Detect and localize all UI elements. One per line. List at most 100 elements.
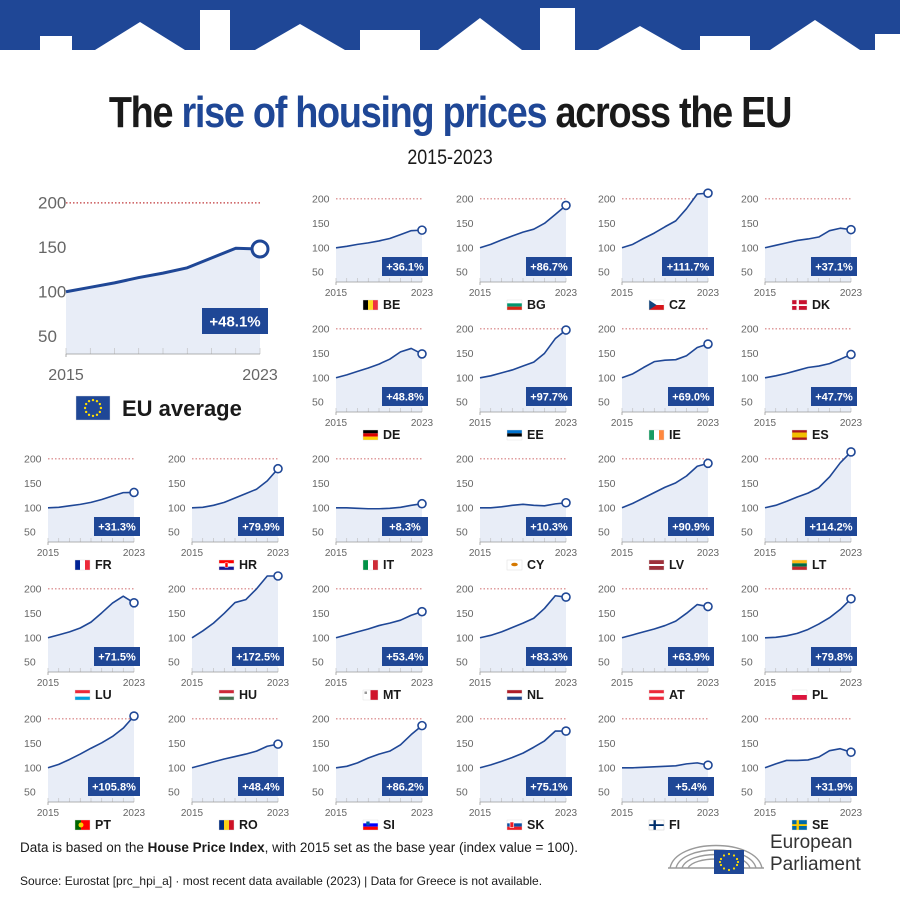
- growth-label: +86.7%: [530, 262, 568, 274]
- growth-label: +79.9%: [242, 522, 280, 534]
- house-silhouette: [0, 8, 900, 80]
- series-line: [47, 715, 135, 769]
- chart-be: 50 100 150 200 2015 2023 +36.1% BE: [312, 193, 434, 312]
- country-label: PL: [812, 688, 828, 702]
- y-tick-label: 100: [456, 762, 474, 774]
- y-tick-label: 200: [24, 583, 42, 595]
- growth-badge: [526, 647, 572, 666]
- y-tick-label: 100: [312, 372, 330, 384]
- end-point: [129, 711, 139, 721]
- page-subtitle: 2015-2023: [407, 146, 493, 169]
- x-tick-label: 2015: [37, 808, 60, 819]
- x-tick-label: 2023: [840, 808, 863, 819]
- country-label: CZ: [669, 298, 686, 312]
- y-tick-label: 100: [598, 242, 616, 254]
- chart-hu: 50 100 150 200 2015 2023 +172.5% HU: [168, 571, 290, 702]
- country-label: BE: [383, 298, 400, 312]
- y-tick-label: 150: [24, 608, 42, 620]
- y-tick-label: 150: [24, 478, 42, 490]
- growth-badge: [94, 517, 140, 536]
- y-tick-label: 150: [598, 738, 616, 750]
- end-point: [129, 487, 139, 498]
- chart-it: 50 100 150 200 2015 2023 +8.3% IT: [312, 453, 434, 572]
- end-point: [846, 447, 856, 457]
- end-point: [703, 601, 713, 612]
- y-tick-label: 150: [312, 348, 330, 360]
- x-tick-label: 2015: [469, 288, 492, 299]
- growth-badge: [526, 777, 572, 796]
- chart-si: 50 100 150 200 2015 2023 +86.2% SI: [312, 713, 434, 832]
- slovakia-flag-icon: [506, 819, 523, 831]
- growth-badge: [811, 777, 857, 796]
- y-tick-label: 200: [598, 323, 616, 335]
- y-tick-label: 200: [312, 713, 330, 725]
- growth-label: +48.1%: [209, 314, 260, 331]
- end-point: [417, 606, 427, 617]
- austria-flag-icon: [648, 689, 665, 701]
- country-label: NL: [527, 688, 544, 702]
- x-tick-label: 2023: [697, 548, 720, 559]
- x-tick-label: 2015: [37, 678, 60, 689]
- x-tick-label: 2023: [555, 808, 578, 819]
- y-tick-label: 50: [741, 527, 753, 539]
- y-tick-label: 100: [24, 632, 42, 644]
- x-tick-label: 2023: [840, 678, 863, 689]
- x-tick-label: 2015: [469, 808, 492, 819]
- growth-badge: [811, 387, 857, 406]
- y-tick-label: 150: [741, 608, 759, 620]
- x-tick-label: 2023: [697, 418, 720, 429]
- eu-flag-icon: [75, 395, 111, 421]
- x-tick-label: 2023: [697, 288, 720, 299]
- y-tick-label: 100: [456, 502, 474, 514]
- growth-badge: [202, 308, 268, 334]
- country-label: HR: [239, 558, 257, 572]
- y-tick-label: 150: [598, 608, 616, 620]
- y-tick-label: 200: [456, 453, 474, 465]
- y-tick-label: 50: [456, 657, 468, 669]
- germany-flag-icon: [362, 429, 379, 441]
- growth-label: +90.9%: [672, 522, 710, 534]
- x-tick-label: 2023: [242, 367, 278, 384]
- denmark-flag-icon: [791, 299, 808, 311]
- x-tick-label: 2023: [123, 678, 146, 689]
- y-tick-label: 100: [741, 632, 759, 644]
- european-parliament-name: European Parliament: [770, 832, 861, 875]
- series-line: [622, 762, 709, 769]
- series-line: [764, 451, 852, 509]
- y-tick-label: 200: [24, 453, 42, 465]
- finland-flag-icon: [648, 819, 665, 831]
- end-point: [273, 463, 283, 474]
- y-tick-label: 50: [456, 267, 468, 279]
- y-tick-label: 100: [598, 372, 616, 384]
- chart-sk: 50 100 150 200 2015 2023 +75.1% SK: [456, 713, 578, 832]
- x-tick-label: 2015: [611, 548, 634, 559]
- end-point: [417, 498, 427, 509]
- czechia-flag-icon: [648, 299, 665, 311]
- y-tick-label: 50: [741, 787, 753, 799]
- chart-lv: 50 100 150 200 2015 2023 +90.9% LV: [598, 453, 720, 572]
- chart-hr: 50 100 150 200 2015 2023 +79.9% HR: [168, 453, 290, 572]
- x-tick-label: 2015: [754, 548, 777, 559]
- y-tick-label: 150: [741, 218, 759, 230]
- growth-label: +79.8%: [815, 652, 853, 664]
- growth-label: +10.3%: [530, 522, 568, 534]
- x-tick-label: 2015: [469, 678, 492, 689]
- chart-nl: 50 100 150 200 2015 2023 +83.3% NL: [456, 583, 578, 702]
- y-tick-label: 50: [741, 657, 753, 669]
- y-tick-label: 100: [598, 762, 616, 774]
- x-tick-label: 2015: [469, 418, 492, 429]
- y-tick-label: 100: [24, 502, 42, 514]
- x-tick-label: 2023: [267, 678, 290, 689]
- chart-es: 50 100 150 200 2015 2023 +47.7% ES: [741, 323, 863, 442]
- italy-flag-icon: [362, 559, 379, 571]
- lithuania-flag-icon: [791, 559, 808, 571]
- growth-label: +36.1%: [386, 262, 424, 274]
- y-tick-label: 50: [168, 527, 180, 539]
- chart-ee: 50 100 150 200 2015 2023 +97.7% EE: [456, 323, 578, 442]
- growth-label: +5.4%: [675, 782, 707, 794]
- x-tick-label: 2015: [611, 678, 634, 689]
- x-tick-label: 2015: [754, 808, 777, 819]
- growth-badge: [232, 647, 284, 666]
- malta-flag-icon: [362, 689, 379, 701]
